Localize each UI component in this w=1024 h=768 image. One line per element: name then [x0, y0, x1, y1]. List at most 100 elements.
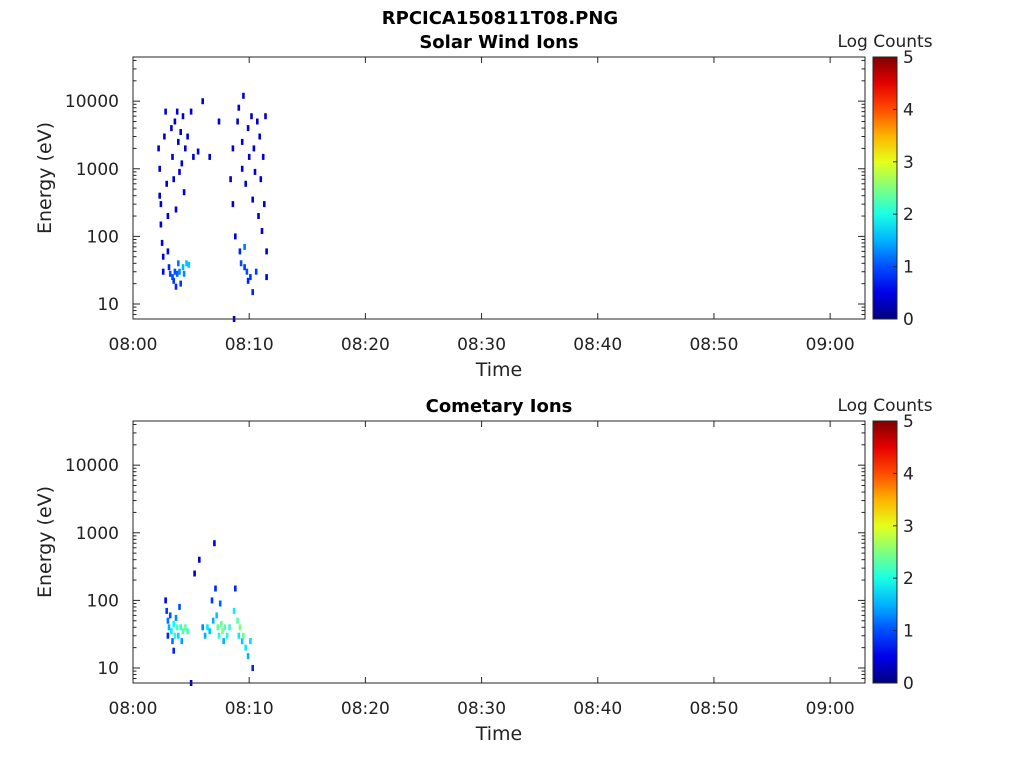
colorbar-tick-label: 2: [903, 205, 914, 225]
heatmap-cell: [177, 632, 180, 639]
heatmap-cell: [158, 165, 161, 172]
heatmap-cell: [234, 233, 237, 240]
heatmap-cell: [251, 196, 254, 203]
heatmap-cell: [184, 145, 187, 152]
heatmap-cell: [246, 125, 250, 132]
heatmap-cell: [184, 624, 187, 631]
colorbar-tick-label: 4: [903, 100, 914, 120]
x-tick-label: 08:10: [225, 699, 274, 719]
heatmap-cell: [213, 540, 216, 547]
heatmap-cell: [243, 243, 246, 250]
heatmap-cell: [249, 638, 252, 645]
heatmap-cell: [261, 153, 265, 160]
heatmap-cell: [265, 274, 268, 281]
heatmap-cell: [257, 213, 260, 219]
heatmap-cell: [181, 628, 185, 635]
heatmap-cell: [208, 628, 211, 635]
colorbar-gradient: [872, 420, 898, 684]
panel-solar-wind-ions: 08:00 08:10 08:20 08:30 08:40 08:50 09:0010100…: [34, 32, 933, 381]
colorbar-tick-label: 3: [903, 517, 914, 537]
heatmap-cell: [208, 153, 211, 160]
heatmap-cell: [186, 628, 189, 635]
heatmap-cell: [165, 180, 168, 187]
heatmap-cell: [166, 248, 170, 255]
heatmap-cell: [161, 268, 165, 275]
y-tick-label: 100: [87, 227, 119, 247]
axes-frame: [132, 56, 866, 320]
x-tick-label: 08:50: [689, 335, 738, 355]
heatmap-cell: [182, 189, 186, 196]
heatmap-cell: [214, 585, 217, 592]
x-axis-label: Time: [475, 723, 523, 745]
x-tick-label: 08:20: [341, 335, 390, 355]
heatmap-cell: [174, 614, 178, 621]
heatmap-cell: [210, 597, 214, 604]
heatmap-cell: [239, 260, 243, 267]
colorbar-tick-label: 1: [903, 622, 914, 642]
heatmap-cell: [180, 638, 184, 645]
heatmap-cell: [187, 261, 191, 268]
heatmap-cell: [216, 624, 220, 631]
heatmap-cell: [173, 118, 177, 125]
colorbar-tick-label: 5: [903, 412, 914, 432]
heatmap-cell: [178, 603, 181, 610]
x-tick-label: 08:30: [457, 699, 506, 719]
y-tick-label: 10: [97, 295, 119, 315]
heatmap-cell: [225, 632, 229, 639]
heatmap-cell: [259, 176, 263, 183]
heatmap-cell: [218, 600, 222, 607]
heatmap-cell: [258, 133, 261, 140]
heatmap-cell: [158, 192, 161, 199]
heatmap-cell: [249, 274, 252, 281]
heatmap-cell: [246, 277, 250, 284]
heatmap-cell: [236, 617, 239, 624]
heatmap-cell: [157, 145, 160, 152]
panel-title: Cometary Ions: [426, 396, 573, 417]
heatmap-cell: [163, 133, 166, 140]
y-axis-label: Energy (eV): [34, 122, 56, 234]
heatmap-cell: [172, 647, 175, 654]
heatmap-cell: [181, 113, 185, 120]
panel-cometary-ions: 08:00 08:10 08:20 08:30 08:40 08:50 09:0010100…: [34, 396, 933, 745]
heatmap-cell: [206, 624, 209, 631]
colorbar-tick-label: 2: [903, 569, 914, 589]
heatmap-cell: [237, 104, 241, 111]
heatmap-cell: [263, 201, 266, 208]
heatmap-cell: [251, 665, 254, 671]
heatmap-cell: [172, 176, 175, 183]
heatmap-cell: [244, 180, 247, 187]
colorbar-label: Log Counts: [837, 396, 932, 416]
heatmap-cell: [170, 628, 173, 635]
heatmap-cell: [222, 638, 225, 645]
heatmap-cell: [189, 108, 193, 115]
heatmap-cell: [232, 607, 236, 614]
x-tick-label: 08:10: [225, 335, 274, 355]
x-tick-label: 08:40: [573, 699, 622, 719]
heatmap-cell: [177, 138, 180, 145]
y-tick-label: 10000: [65, 456, 119, 476]
heatmap-cell: [201, 98, 204, 105]
heatmap-cell: [180, 160, 184, 167]
heatmap-cell: [251, 289, 254, 296]
heatmap-cell: [236, 118, 239, 125]
heatmap-cell: [264, 113, 267, 120]
heatmap-cell: [164, 108, 167, 115]
heatmap-cell: [260, 228, 264, 234]
axes-frame: [132, 420, 866, 684]
heatmap-cell: [240, 165, 244, 172]
heatmap-cell: [244, 644, 247, 651]
y-axis-label: Energy (eV): [34, 486, 56, 598]
heatmap-cell: [167, 264, 171, 271]
y-tick-label: 1000: [76, 524, 119, 544]
heatmap-cell: [256, 118, 259, 125]
heatmap-cell: [167, 624, 171, 631]
heatmap-cell: [179, 280, 182, 287]
y-tick-label: 10000: [65, 92, 119, 112]
heatmap-cell: [243, 264, 246, 271]
heatmap-cell: [166, 213, 170, 219]
figure-title: RPCICA150811T08.PNG: [382, 8, 618, 29]
heatmap-cell: [179, 624, 182, 631]
